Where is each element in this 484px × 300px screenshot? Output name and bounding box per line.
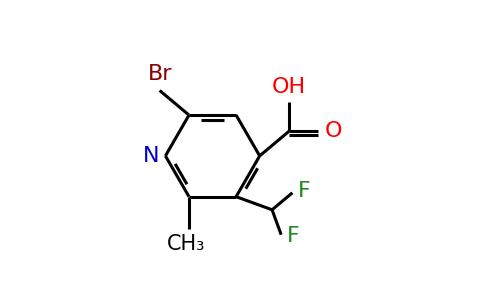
Text: Br: Br (148, 64, 172, 84)
Text: CH₃: CH₃ (167, 234, 205, 254)
Text: N: N (142, 146, 159, 166)
Text: F: F (287, 226, 299, 246)
Text: F: F (298, 181, 310, 201)
Text: O: O (325, 121, 342, 141)
Text: OH: OH (272, 77, 306, 98)
